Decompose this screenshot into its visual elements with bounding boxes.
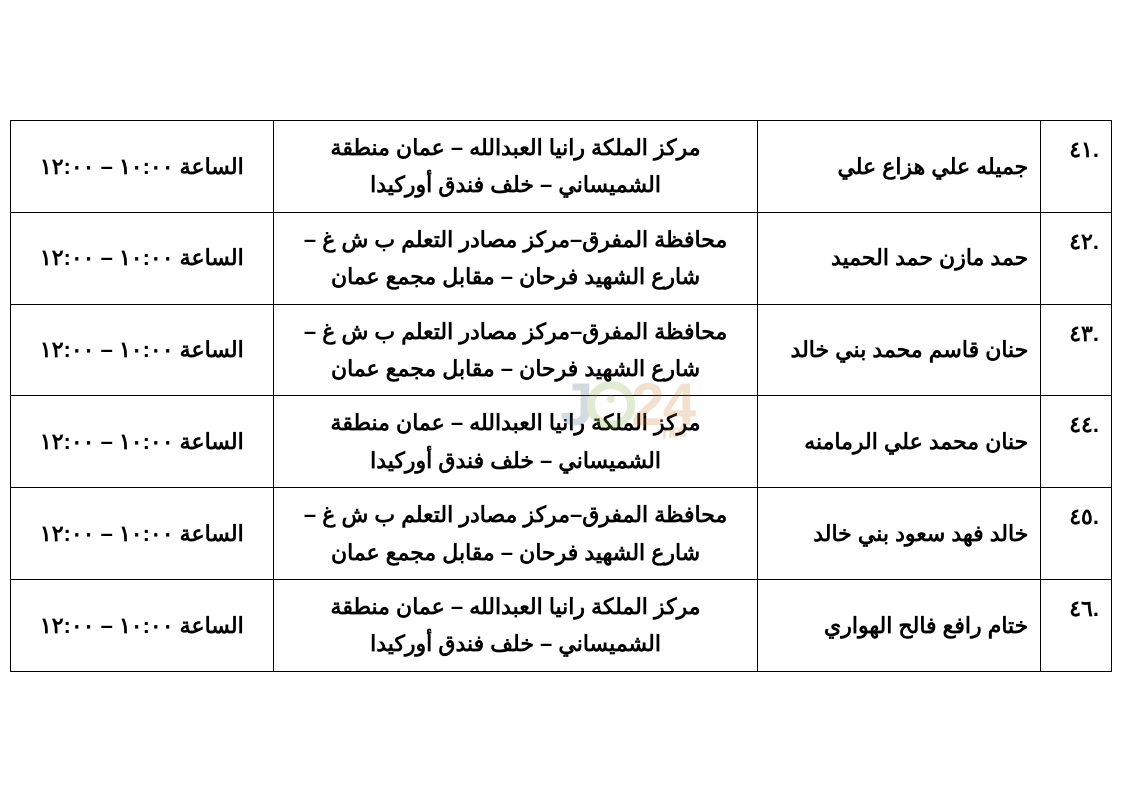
cell-name: ختام رافع فالح الهواري bbox=[758, 579, 1041, 671]
cell-index: .٤٣ bbox=[1041, 304, 1112, 396]
table-row: .٤٦ ختام رافع فالح الهواري مركز الملكة ر… bbox=[11, 579, 1112, 671]
table-row: .٤٣ حنان قاسم محمد بني خالد محافظة المفر… bbox=[11, 304, 1112, 396]
cell-name: حنان محمد علي الرمامنه bbox=[758, 396, 1041, 488]
cell-location: مركز الملكة رانيا العبدالله – عمان منطقة… bbox=[273, 396, 758, 488]
cell-index: .٤٥ bbox=[1041, 488, 1112, 580]
cell-name: خالد فهد سعود بني خالد bbox=[758, 488, 1041, 580]
cell-location: مركز الملكة رانيا العبدالله – عمان منطقة… bbox=[273, 121, 758, 213]
cell-index: .٤١ bbox=[1041, 121, 1112, 213]
table-row: .٤٢ حمد مازن حمد الحميد محافظة المفرق–مر… bbox=[11, 212, 1112, 304]
cell-time: الساعة ١٠:٠٠ – ١٢:٠٠ bbox=[11, 121, 274, 213]
cell-name: حمد مازن حمد الحميد bbox=[758, 212, 1041, 304]
cell-time: الساعة ١٠:٠٠ – ١٢:٠٠ bbox=[11, 579, 274, 671]
cell-location: مركز الملكة رانيا العبدالله – عمان منطقة… bbox=[273, 579, 758, 671]
cell-index: .٤٢ bbox=[1041, 212, 1112, 304]
cell-time: الساعة ١٠:٠٠ – ١٢:٠٠ bbox=[11, 304, 274, 396]
document-page: J24 .net .٤١ جميله علي هزاع علي مركز الم… bbox=[0, 0, 1122, 672]
cell-time: الساعة ١٠:٠٠ – ١٢:٠٠ bbox=[11, 488, 274, 580]
cell-index: .٤٦ bbox=[1041, 579, 1112, 671]
table-body: .٤١ جميله علي هزاع علي مركز الملكة رانيا… bbox=[11, 121, 1112, 672]
cell-location: محافظة المفرق–مركز مصادر التعلم ب ش غ – … bbox=[273, 488, 758, 580]
cell-name: جميله علي هزاع علي bbox=[758, 121, 1041, 213]
table-row: .٤٤ حنان محمد علي الرمامنه مركز الملكة ر… bbox=[11, 396, 1112, 488]
table-row: .٤١ جميله علي هزاع علي مركز الملكة رانيا… bbox=[11, 121, 1112, 213]
cell-name: حنان قاسم محمد بني خالد bbox=[758, 304, 1041, 396]
cell-time: الساعة ١٠:٠٠ – ١٢:٠٠ bbox=[11, 396, 274, 488]
table-row: .٤٥ خالد فهد سعود بني خالد محافظة المفرق… bbox=[11, 488, 1112, 580]
cell-location: محافظة المفرق–مركز مصادر التعلم ب ش غ – … bbox=[273, 304, 758, 396]
schedule-table: .٤١ جميله علي هزاع علي مركز الملكة رانيا… bbox=[10, 120, 1112, 672]
cell-index: .٤٤ bbox=[1041, 396, 1112, 488]
cell-location: محافظة المفرق–مركز مصادر التعلم ب ش غ – … bbox=[273, 212, 758, 304]
cell-time: الساعة ١٠:٠٠ – ١٢:٠٠ bbox=[11, 212, 274, 304]
